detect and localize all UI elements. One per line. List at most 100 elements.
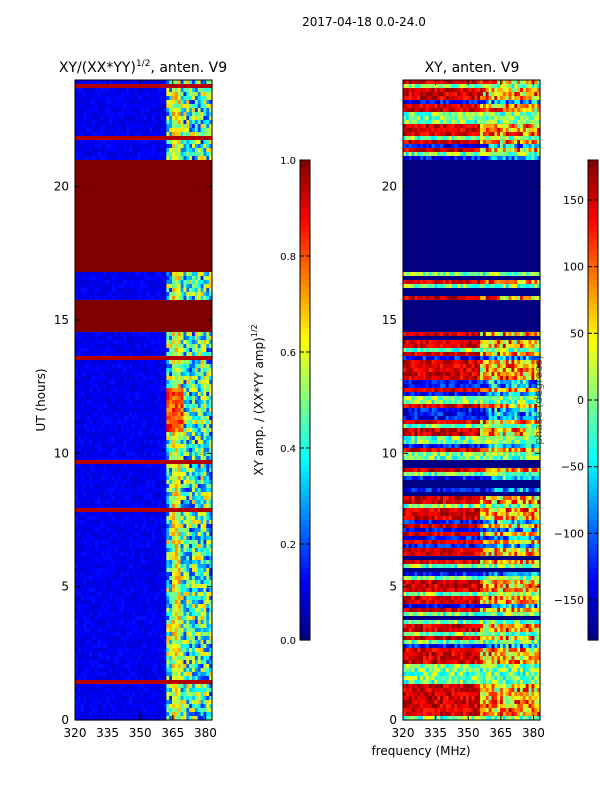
heatmap-cell bbox=[132, 384, 136, 389]
heatmap-cell bbox=[146, 288, 150, 293]
heatmap-cell bbox=[92, 424, 96, 429]
heatmap-cell bbox=[117, 372, 122, 377]
heatmap-cell bbox=[192, 380, 196, 385]
heatmap-cell bbox=[89, 500, 93, 505]
heatmap-cell bbox=[100, 544, 105, 549]
heatmap-cell bbox=[157, 460, 162, 465]
heatmap-cell bbox=[137, 80, 142, 85]
heatmap-cell bbox=[149, 392, 153, 397]
heatmap-cell bbox=[97, 416, 102, 421]
heatmap-cell bbox=[129, 136, 133, 141]
heatmap-cell bbox=[100, 512, 105, 517]
heatmap-cell bbox=[112, 276, 116, 281]
heatmap-cell bbox=[112, 484, 116, 489]
heatmap-cell bbox=[129, 536, 133, 541]
heatmap-cell bbox=[132, 432, 136, 437]
heatmap-cell bbox=[172, 336, 176, 341]
heatmap-cell bbox=[134, 356, 139, 361]
heatmap-cell bbox=[129, 116, 133, 121]
heatmap-cell bbox=[134, 372, 139, 377]
heatmap-cell bbox=[200, 480, 205, 485]
heatmap-cell bbox=[106, 360, 110, 365]
heatmap-cell bbox=[160, 560, 165, 565]
heatmap-cell bbox=[120, 360, 125, 365]
heatmap-cell bbox=[117, 520, 122, 525]
heatmap-cell bbox=[143, 560, 147, 565]
heatmap-cell bbox=[109, 360, 113, 365]
heatmap-cell bbox=[103, 116, 107, 121]
heatmap-cell bbox=[194, 356, 199, 361]
heatmap-cell bbox=[166, 136, 170, 141]
heatmap-cell bbox=[169, 424, 173, 429]
heatmap-cell bbox=[94, 332, 99, 337]
heatmap-cell bbox=[172, 96, 176, 101]
heatmap-cell bbox=[129, 496, 133, 501]
heatmap-cell bbox=[183, 108, 187, 113]
heatmap-cell bbox=[180, 484, 185, 489]
heatmap-cell bbox=[80, 548, 85, 553]
heatmap-cell bbox=[206, 152, 210, 157]
heatmap-cell bbox=[75, 156, 79, 161]
heatmap-cell bbox=[209, 492, 213, 497]
heatmap-cell bbox=[154, 92, 159, 97]
heatmap-cell bbox=[77, 112, 82, 117]
heatmap-cell bbox=[149, 272, 153, 277]
heatmap-cell bbox=[203, 392, 207, 397]
heatmap-cell bbox=[126, 400, 130, 405]
heatmap-cell bbox=[75, 168, 212, 173]
heatmap-cell bbox=[192, 368, 196, 373]
heatmap-cell bbox=[129, 484, 133, 489]
heatmap-cell bbox=[94, 392, 99, 397]
heatmap-cell bbox=[83, 372, 88, 377]
heatmap-cell bbox=[194, 548, 199, 553]
heatmap-cell bbox=[192, 416, 196, 421]
heatmap-cell bbox=[86, 392, 90, 397]
heatmap-cell bbox=[206, 84, 210, 89]
heatmap-cell bbox=[97, 136, 102, 141]
heatmap-cell bbox=[75, 244, 212, 249]
heatmap-cell bbox=[160, 548, 165, 553]
heatmap-cell bbox=[94, 156, 99, 161]
heatmap-cell bbox=[200, 84, 205, 89]
heatmap-cell bbox=[94, 532, 99, 537]
heatmap-cell bbox=[209, 524, 213, 529]
heatmap-cell bbox=[86, 432, 90, 437]
heatmap-cell bbox=[132, 352, 136, 357]
heatmap-cell bbox=[137, 340, 142, 345]
heatmap-cell bbox=[152, 348, 156, 353]
heatmap-cell bbox=[186, 368, 190, 373]
heatmap-cell bbox=[140, 100, 145, 105]
heatmap-cell bbox=[94, 356, 99, 361]
heatmap-cell bbox=[94, 404, 99, 409]
heatmap-cell bbox=[206, 88, 210, 93]
heatmap-cell bbox=[197, 360, 202, 365]
heatmap-cell bbox=[77, 516, 82, 521]
heatmap-cell bbox=[186, 508, 190, 513]
heatmap-cell bbox=[100, 156, 105, 161]
heatmap-cell bbox=[177, 452, 182, 457]
heatmap-cell bbox=[174, 520, 179, 525]
heatmap-cell bbox=[89, 132, 93, 137]
heatmap-cell bbox=[89, 456, 93, 461]
heatmap-cell bbox=[106, 484, 110, 489]
heatmap-cell bbox=[209, 504, 213, 509]
heatmap-cell bbox=[120, 336, 125, 341]
heatmap-cell bbox=[146, 472, 150, 477]
heatmap-cell bbox=[140, 504, 145, 509]
heatmap-cell bbox=[100, 388, 105, 393]
heatmap-cell bbox=[200, 568, 205, 573]
heatmap-cell bbox=[100, 112, 105, 117]
heatmap-cell bbox=[209, 564, 213, 569]
heatmap-cell bbox=[192, 504, 196, 509]
heatmap-cell bbox=[149, 508, 153, 513]
heatmap-cell bbox=[106, 424, 110, 429]
heatmap-cell bbox=[183, 140, 187, 145]
heatmap-cell bbox=[197, 488, 202, 493]
heatmap-cell bbox=[203, 332, 207, 337]
heatmap-cell bbox=[80, 528, 85, 533]
heatmap-cell bbox=[177, 360, 182, 365]
heatmap-cell bbox=[189, 364, 193, 369]
heatmap-cell bbox=[206, 380, 210, 385]
heatmap-cell bbox=[183, 504, 187, 509]
heatmap-cell bbox=[209, 556, 213, 561]
